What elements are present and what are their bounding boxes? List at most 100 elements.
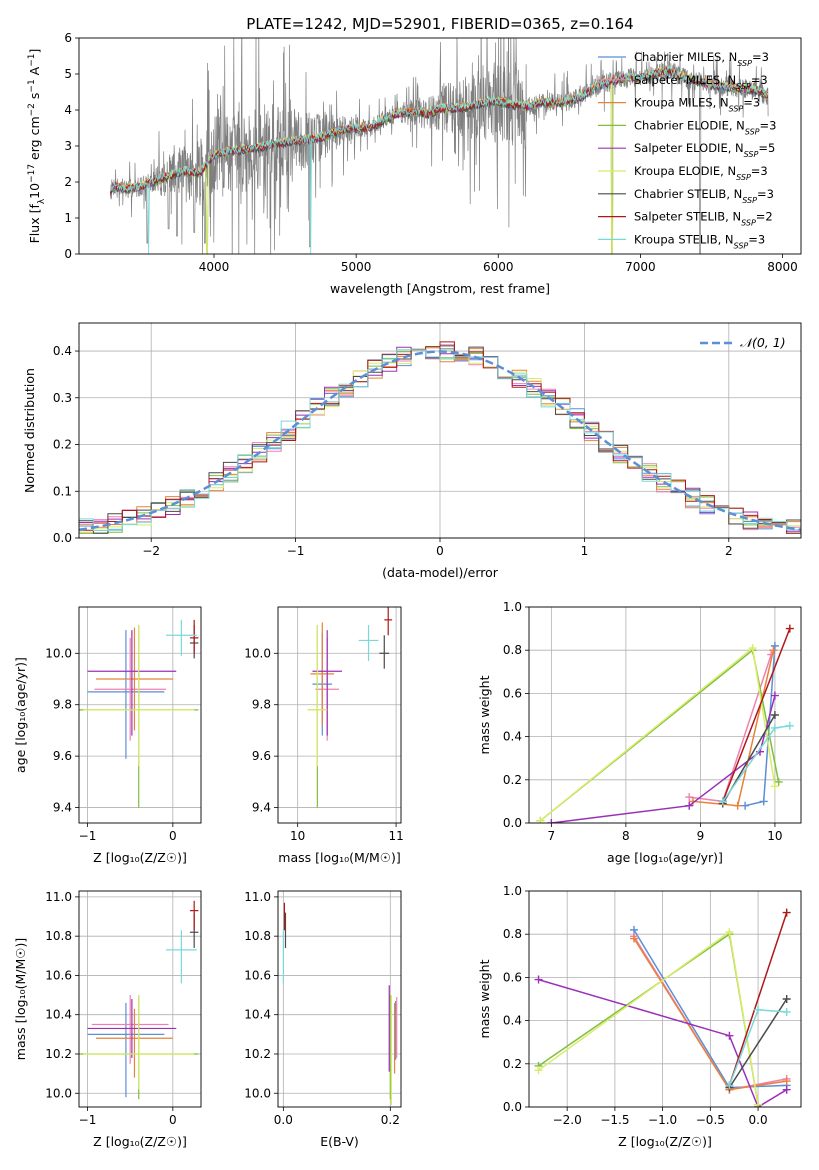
age_weight-series-line bbox=[722, 628, 791, 802]
z_weight-xtick-label: −0.5 bbox=[696, 1113, 725, 1127]
age_weight-point-marker bbox=[741, 801, 750, 810]
z_age-xtick-label: −1 bbox=[79, 829, 97, 843]
z_age-plot-area bbox=[79, 619, 199, 808]
age_weight-point-marker bbox=[785, 721, 794, 730]
z_weight-panel: −2.0 −1.5 −1.0 −0.5 0.0 0.0 0.2 0.4 0.6 0.8 1.0 Z [… bbox=[477, 884, 802, 1149]
age_weight-point-marker bbox=[770, 782, 779, 791]
z_mass-ytick-label: 11.0 bbox=[45, 890, 72, 904]
age_weight-xtick-label: 8 bbox=[622, 829, 630, 843]
mass_age-ytick-label: 9.4 bbox=[252, 801, 271, 815]
residuals-legend-label: 𝒩(0, 1) bbox=[740, 335, 786, 350]
ebv_mass-ytick-label: 10.2 bbox=[244, 1047, 271, 1061]
residuals-xtick-label: 0 bbox=[436, 544, 444, 558]
ebv_mass-xtick-label: 0.2 bbox=[381, 1113, 400, 1127]
mass_age-xtick-label: 11 bbox=[388, 829, 403, 843]
z_weight-ytick-label: 0.4 bbox=[503, 1014, 522, 1028]
z_age-ytick-label: 10.0 bbox=[45, 646, 72, 660]
residuals-ylabel: Normed distribution bbox=[22, 368, 37, 493]
spectrum-xlabel: wavelength [Angstrom, rest frame] bbox=[330, 281, 550, 296]
z_age-ytick-label: 9.8 bbox=[53, 698, 72, 712]
age_weight-point-marker bbox=[718, 797, 727, 806]
age_weight-series-line bbox=[551, 695, 776, 823]
spectrum-model-line bbox=[109, 64, 768, 254]
residuals-normal-curve bbox=[79, 350, 801, 532]
mass_age-plot-area bbox=[307, 607, 393, 808]
residuals-xtick-label: 1 bbox=[581, 544, 589, 558]
ebv_mass-ytick-label: 10.6 bbox=[244, 968, 271, 982]
z_weight-point-marker bbox=[725, 1031, 734, 1040]
z_weight-ytick-label: 0.2 bbox=[503, 1057, 522, 1071]
spectrum-xtick-label: 6000 bbox=[483, 260, 514, 274]
residuals-frame bbox=[78, 322, 802, 539]
age_weight-point-marker bbox=[770, 723, 779, 732]
ebv_mass-ytick-label: 10.8 bbox=[244, 929, 271, 943]
ebv_mass-xtick-label: 0.0 bbox=[274, 1113, 293, 1127]
age_weight-xlabel: age [log₁₀(age/yr)] bbox=[607, 850, 723, 865]
age_weight-point-marker bbox=[770, 641, 779, 650]
age_weight-point-marker bbox=[733, 801, 742, 810]
spectrum-frame bbox=[78, 37, 802, 255]
age_weight-xtick-label: 10 bbox=[767, 829, 782, 843]
z_weight-point-marker bbox=[782, 995, 791, 1003]
mass_age-ytick-label: 9.8 bbox=[252, 698, 271, 712]
z_mass-xtick-label: 0 bbox=[169, 1113, 177, 1127]
residuals-ytick-label: 0.1 bbox=[53, 484, 72, 498]
spectrum-ytick-label: 1 bbox=[64, 211, 72, 225]
age_weight-xtick-label: 7 bbox=[548, 829, 556, 843]
mass_age-frame bbox=[277, 606, 402, 824]
z_weight-plot-area bbox=[534, 908, 791, 1107]
age_weight-point-marker bbox=[770, 711, 779, 719]
residuals-ytick-label: 0.3 bbox=[53, 391, 72, 405]
z_mass-xtick-label: −1 bbox=[79, 1113, 97, 1127]
spectrum-ytick-label: 5 bbox=[64, 67, 72, 81]
age_weight-point-marker bbox=[536, 816, 545, 823]
age_weight-ytick-label: 0.6 bbox=[503, 686, 522, 700]
residuals-panel: −2 −1 0 1 2 0.0 0.1 0.2 0.3 0.4 (data-model)/error… bbox=[22, 322, 802, 580]
spectrum-ytick-label: 4 bbox=[64, 103, 72, 117]
residuals-ytick-label: 0.2 bbox=[53, 438, 72, 452]
z_weight-point-marker bbox=[754, 1100, 763, 1107]
residuals-xtick-label: −2 bbox=[142, 544, 160, 558]
ebv_mass-xlabel: E(B-V) bbox=[320, 1134, 359, 1149]
age_weight-point-marker bbox=[547, 819, 556, 823]
z_weight-ytick-label: 0.8 bbox=[503, 927, 522, 941]
mass_age-ytick-label: 10.0 bbox=[244, 646, 271, 660]
mass_age-panel: 10 11 9.4 9.6 9.8 10.0 mass [log₁₀(M/M☉)] bbox=[244, 606, 404, 865]
mass_age-xlabel: mass [log₁₀(M/M☉)] bbox=[278, 850, 400, 865]
residuals-xlabel: (data-model)/error bbox=[382, 565, 499, 580]
z_weight-ytick-label: 1.0 bbox=[503, 884, 522, 898]
z_age-ylabel: age [log₁₀(age/yr)] bbox=[13, 657, 28, 773]
z_weight-point-marker bbox=[725, 928, 734, 937]
z_weight-xtick-label: 0.0 bbox=[749, 1113, 768, 1127]
spectrum-legend-label: Kroupa STELIB, NSSP=3 bbox=[634, 232, 765, 250]
z_mass-ytick-label: 10.8 bbox=[45, 929, 72, 943]
z_weight-point-marker bbox=[534, 975, 543, 984]
z_age-frame bbox=[78, 606, 202, 824]
residuals-xtick-label: 2 bbox=[725, 544, 733, 558]
z_weight-point-marker bbox=[782, 1077, 791, 1086]
spectrum-legend-label: Chabrier ELODIE, NSSP=3 bbox=[634, 118, 776, 136]
z_weight-series-line bbox=[538, 978, 788, 1107]
residuals-ytick-label: 0.4 bbox=[53, 344, 72, 358]
z_mass-xlabel: Z [log₁₀(Z/Z☉)] bbox=[93, 1134, 187, 1149]
mass_age-axes: 10 11 9.4 9.6 9.8 10.0 bbox=[244, 607, 404, 843]
z_weight-series-line bbox=[728, 998, 788, 1089]
age_weight-xtick-label: 9 bbox=[697, 829, 705, 843]
spectrum-legend-label: Salpeter MILES, NSSP=3 bbox=[634, 73, 768, 91]
spectrum-xtick-label: 8000 bbox=[767, 260, 798, 274]
z_weight-point-marker bbox=[629, 934, 638, 943]
age_weight-ytick-label: 1.0 bbox=[503, 600, 522, 614]
spectrum-ytick-label: 0 bbox=[64, 247, 72, 261]
spectrum-legend-label: Kroupa ELODIE, NSSP=3 bbox=[634, 164, 768, 182]
z_weight-point-marker bbox=[534, 1066, 543, 1075]
spectrum-xtick-label: 7000 bbox=[625, 260, 656, 274]
z_mass-ytick-label: 10.6 bbox=[45, 968, 72, 982]
age_weight-point-marker bbox=[770, 691, 779, 700]
residuals-step-line bbox=[79, 349, 801, 534]
mass_age-xtick-label: 10 bbox=[290, 829, 305, 843]
ebv_mass-ytick-label: 10.4 bbox=[244, 1008, 271, 1022]
spectrum-ytick-label: 3 bbox=[64, 139, 72, 153]
age_weight-point-marker bbox=[785, 624, 794, 633]
age_weight-ytick-label: 0.0 bbox=[503, 816, 522, 830]
